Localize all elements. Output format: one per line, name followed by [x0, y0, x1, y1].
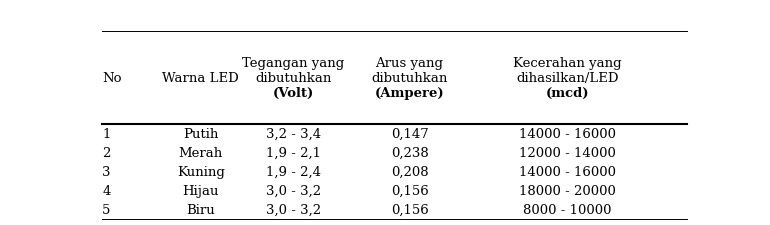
Text: 3: 3 [102, 165, 111, 178]
Text: 1,9 - 2,4: 1,9 - 2,4 [266, 165, 320, 178]
Text: 5: 5 [102, 203, 111, 216]
Text: Putih: Putih [183, 127, 219, 140]
Text: dibutuhkan: dibutuhkan [255, 72, 331, 85]
Text: (Ampere): (Ampere) [375, 86, 444, 99]
Text: 0,147: 0,147 [390, 127, 428, 140]
Text: 0,238: 0,238 [390, 146, 428, 159]
Text: No: No [102, 72, 122, 85]
Text: Kuning: Kuning [177, 165, 225, 178]
Text: 14000 - 16000: 14000 - 16000 [519, 165, 616, 178]
Text: 8000 - 10000: 8000 - 10000 [524, 203, 612, 216]
Text: 14000 - 16000: 14000 - 16000 [519, 127, 616, 140]
Text: dibutuhkan: dibutuhkan [371, 72, 447, 85]
Text: 1: 1 [102, 127, 111, 140]
Text: 0,156: 0,156 [390, 184, 428, 197]
Text: (mcd): (mcd) [546, 86, 589, 99]
Text: Kecerahan yang: Kecerahan yang [514, 57, 622, 70]
Text: Warna LED: Warna LED [162, 72, 239, 85]
Text: 3,2 - 3,4: 3,2 - 3,4 [266, 127, 321, 140]
Text: Tegangan yang: Tegangan yang [242, 57, 344, 70]
Text: Biru: Biru [186, 203, 215, 216]
Text: 2: 2 [102, 146, 111, 159]
Text: 0,208: 0,208 [390, 165, 428, 178]
Text: 1,9 - 2,1: 1,9 - 2,1 [266, 146, 320, 159]
Text: 3,0 - 3,2: 3,0 - 3,2 [266, 203, 321, 216]
Text: 12000 - 14000: 12000 - 14000 [519, 146, 616, 159]
Text: Merah: Merah [179, 146, 223, 159]
Text: Hijau: Hijau [182, 184, 219, 197]
Text: 18000 - 20000: 18000 - 20000 [519, 184, 616, 197]
Text: (Volt): (Volt) [273, 86, 314, 99]
Text: Arus yang: Arus yang [376, 57, 444, 70]
Text: 0,156: 0,156 [390, 203, 428, 216]
Text: dihasilkan/LED: dihasilkan/LED [517, 72, 619, 85]
Text: 4: 4 [102, 184, 111, 197]
Text: 3,0 - 3,2: 3,0 - 3,2 [266, 184, 321, 197]
